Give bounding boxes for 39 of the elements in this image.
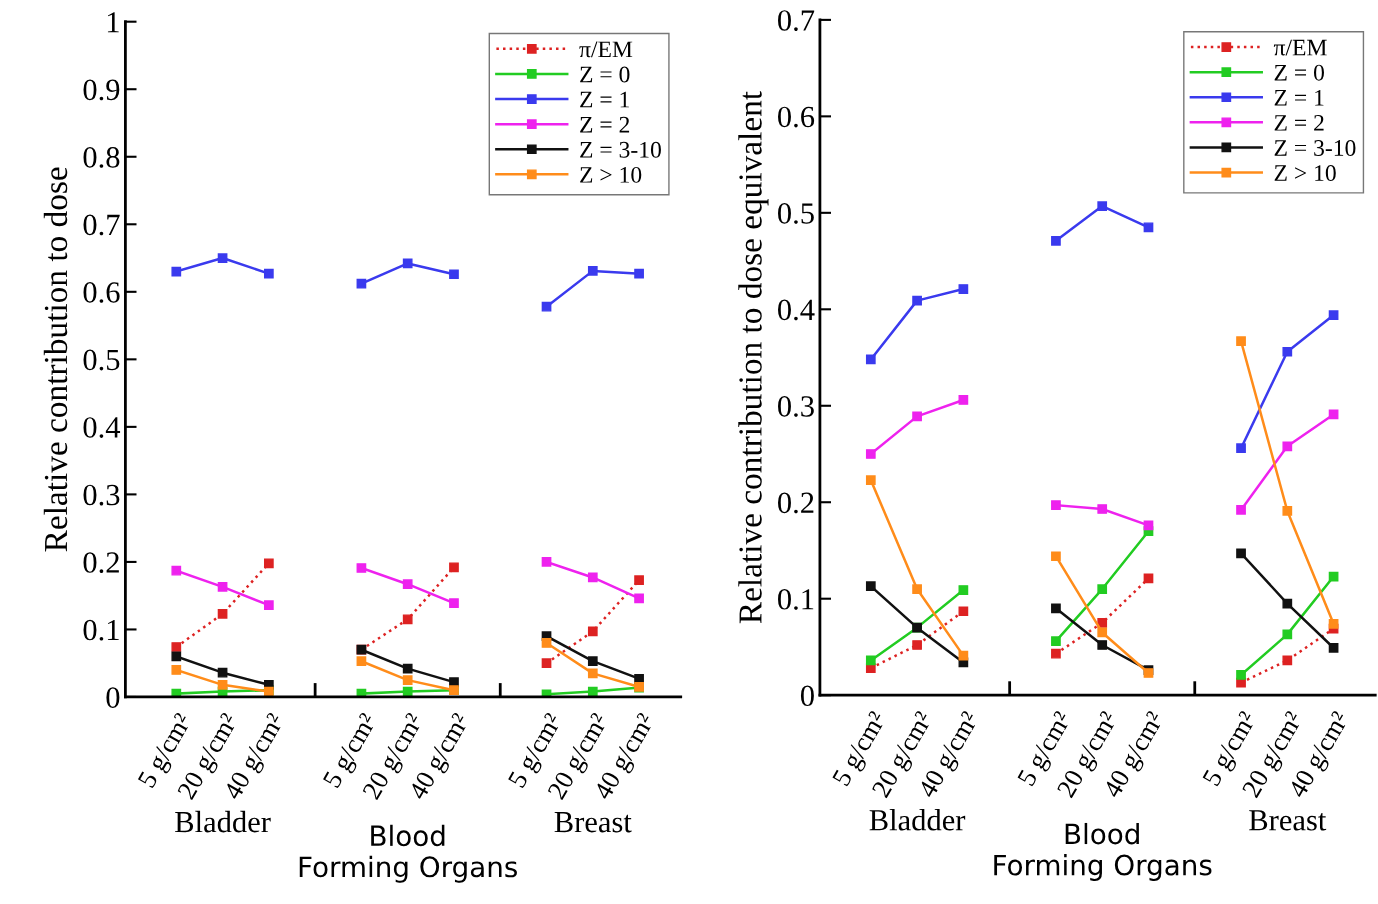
legend-label: Z = 3-10 (1274, 139, 1356, 156)
y-tick-label: 0 (800, 685, 814, 707)
legend-label: Z > 10 (1274, 165, 1336, 182)
y-tick-label: 0.3 (778, 396, 814, 417)
legend-label: Z = 0 (1274, 64, 1324, 81)
legend-label: Z = 1 (1274, 89, 1324, 106)
text: Breast (1249, 810, 1327, 831)
text: Breast (554, 812, 632, 833)
y-axis-title: Relative contribution to dose equivalent (738, 91, 769, 624)
legend-label: Z = 1 (580, 91, 629, 108)
text: Blood Forming Organs (299, 824, 517, 883)
y-tick-label: 0.6 (778, 106, 815, 128)
y-tick-label: 0 (106, 687, 120, 708)
y-axis-title: Relative contribution to dose (43, 167, 68, 552)
y-tick-label: 0.5 (778, 203, 814, 224)
y-tick-label: 0.6 (83, 282, 120, 303)
y-tick-label: 0.4 (83, 417, 121, 438)
y-tick-label: 0.9 (83, 79, 120, 101)
y-tick-label: 0.2 (778, 492, 814, 514)
legend-label: π/EM (579, 41, 633, 58)
y-tick-label: 0.2 (83, 552, 119, 573)
legend-label: Z = 2 (1274, 114, 1324, 131)
y-tick-label: 0.1 (83, 619, 119, 641)
y-tick-label: 0.8 (83, 147, 120, 168)
legend-label: Z = 0 (580, 66, 630, 83)
y-tick-label: 1 (107, 12, 119, 33)
y-tick-label: 0.4 (778, 299, 815, 321)
legend-label: π/EM (1273, 39, 1327, 56)
text: Bladder (869, 809, 966, 831)
legend-label: Z = 2 (580, 116, 630, 133)
text: Blood Forming Organs (994, 822, 1212, 881)
y-tick-label: 0.7 (778, 10, 815, 31)
y-tick-label: 0.5 (83, 349, 120, 371)
y-tick-label: 0.1 (778, 588, 814, 610)
y-tick-label: 0.3 (83, 484, 120, 506)
legend-label: Z = 3-10 (580, 141, 661, 158)
legend-label: Z > 10 (580, 166, 642, 183)
y-tick-label: 0.7 (83, 214, 120, 236)
text: Bladder (175, 810, 271, 833)
